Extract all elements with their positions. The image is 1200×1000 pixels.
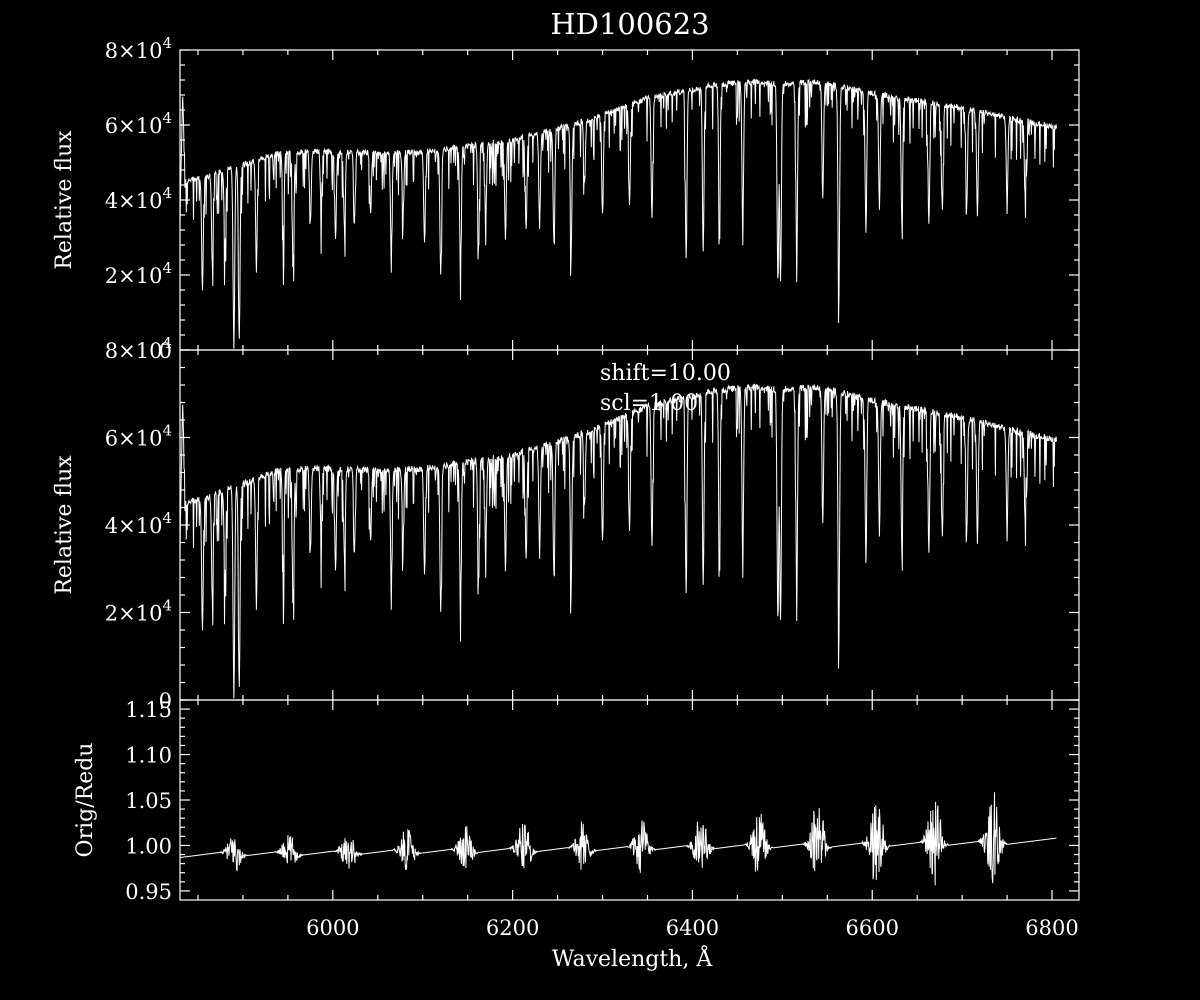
y-tick-label: 6×104 <box>105 422 172 451</box>
top-flux-panel: 0 2×104 4×104 6×104 8×104 Relative flux <box>52 34 1080 363</box>
y-tick-label: 8×104 <box>105 334 172 363</box>
ratio-panel: 6000 6200 6400 6600 6800 0.95 1.00 1.05 1.10 1.15… <box>73 698 1080 940</box>
figure-title: HD100623 <box>550 7 709 41</box>
ratio-trace <box>180 792 1057 886</box>
ratio-panel-ylabel: Orig/Redu <box>73 743 98 858</box>
middle-panel-ticks: 0 2×104 4×104 6×104 8×104 <box>105 334 1079 713</box>
ratio-panel-frame <box>179 699 1080 901</box>
y-tick-label: 1.00 <box>125 834 172 858</box>
x-tick-label: 6200 <box>486 916 539 940</box>
y-tick-label: 1.15 <box>125 698 172 722</box>
ratio-panel-ticks: 6000 6200 6400 6600 6800 0.95 1.00 1.05 1.10 1.15 <box>125 698 1079 940</box>
scale-annotation: scl=1.00 <box>600 391 698 416</box>
middle-flux-panel: 0 2×104 4×104 6×104 8×104 Relative flux shif… <box>52 334 1080 713</box>
x-tick-label: 6000 <box>306 916 359 940</box>
top-panel-ticks: 0 2×104 4×104 6×104 8×104 <box>105 34 1079 363</box>
y-tick-label: 1.10 <box>125 744 172 768</box>
x-tick-label: 6800 <box>1025 916 1078 940</box>
y-tick-label: 0 <box>159 689 172 713</box>
middle-spectrum-trace <box>179 383 1057 699</box>
x-tick-label: 6600 <box>846 916 899 940</box>
y-tick-label: 0 <box>159 339 172 363</box>
x-axis-label: Wavelength, Å <box>552 944 714 972</box>
y-tick-label: 0.95 <box>125 880 172 904</box>
x-tick-label: 6400 <box>666 916 719 940</box>
y-tick-label: 4×104 <box>105 509 172 538</box>
top-spectrum-trace <box>179 78 1057 349</box>
y-tick-label: 8×104 <box>105 34 172 63</box>
middle-panel-ylabel: Relative flux <box>52 455 77 595</box>
y-tick-label: 1.05 <box>125 789 172 813</box>
y-tick-label: 6×104 <box>105 109 172 138</box>
shift-annotation: shift=10.00 <box>600 361 731 386</box>
y-tick-label: 4×104 <box>105 184 172 213</box>
top-panel-ylabel: Relative flux <box>52 130 77 270</box>
y-tick-label: 2×104 <box>105 259 172 288</box>
y-tick-label: 2×104 <box>105 597 172 626</box>
